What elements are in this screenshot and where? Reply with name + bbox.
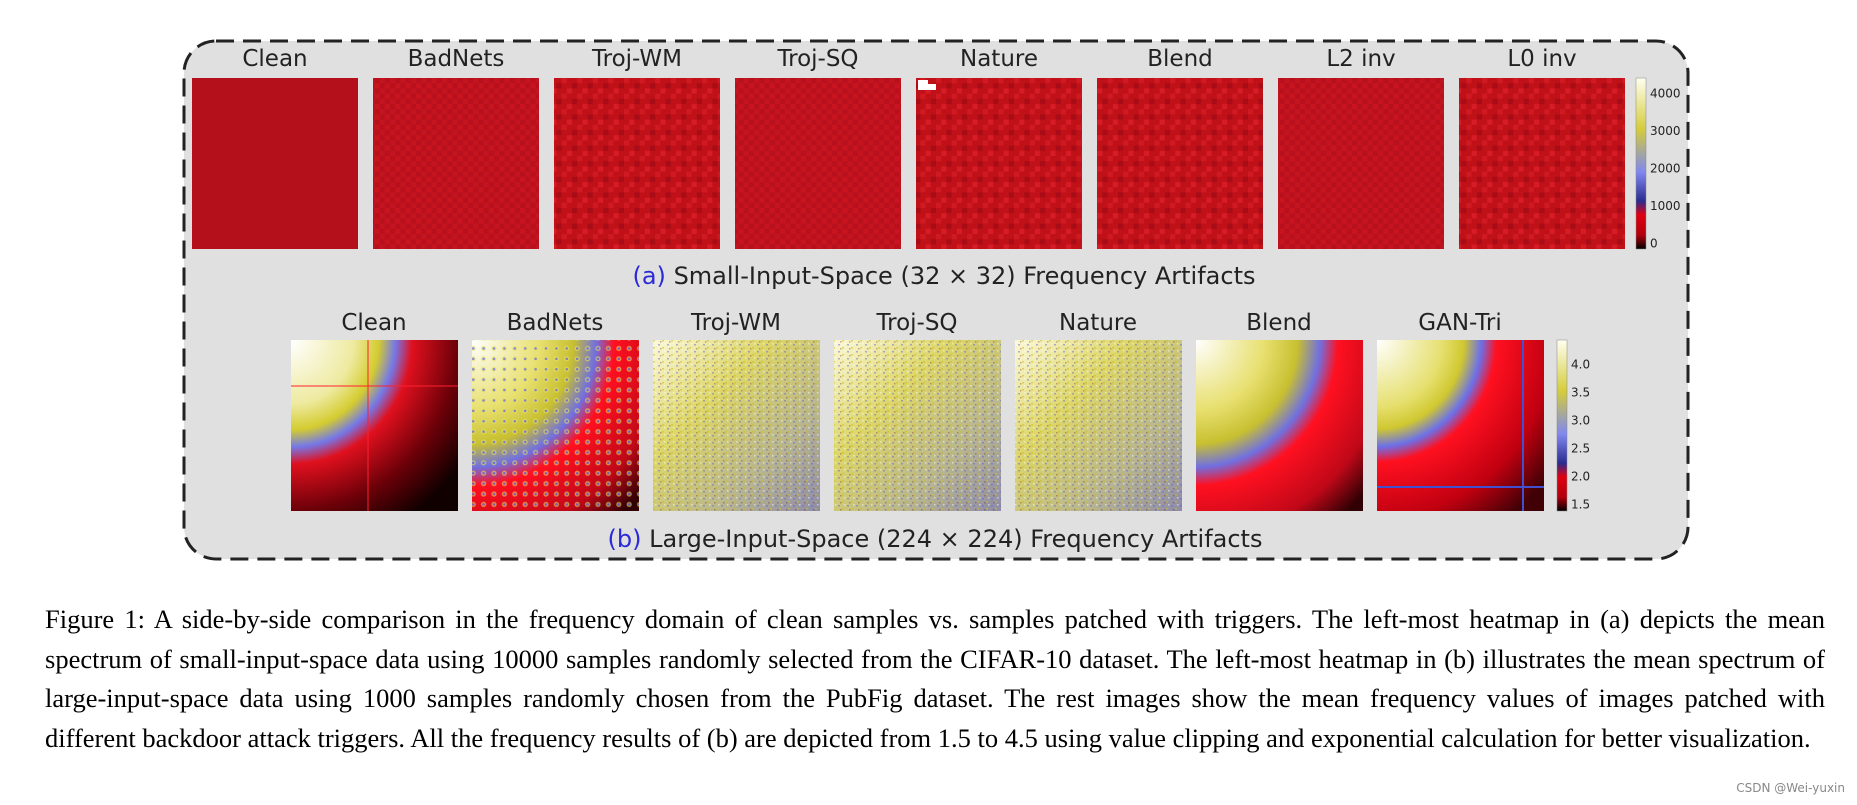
colorbar <box>1556 339 1568 512</box>
caption-text: Small-Input-Space (32 × 32) Frequency Ar… <box>674 262 1256 290</box>
heatmap <box>1459 78 1625 249</box>
heatmap <box>916 78 1082 249</box>
heatmap-label: BadNets <box>507 310 604 336</box>
colorbar-tick-label: 1000 <box>1650 199 1681 213</box>
heatmap-label: Clean <box>242 46 307 72</box>
heatmap <box>554 78 720 249</box>
panel-caption: (a) Small-Input-Space (32 × 32) Frequenc… <box>632 262 1255 290</box>
figure: (a) Small-Input-Space (32 × 32) Frequenc… <box>182 39 1690 561</box>
heatmap <box>735 78 901 249</box>
watermark: CSDN @Wei-yuxin <box>1736 781 1845 795</box>
heatmap <box>1377 340 1544 511</box>
artifact <box>928 84 936 90</box>
heatmap-texture <box>1015 340 1182 511</box>
heatmap <box>1196 340 1363 511</box>
colorbar-tick-label: 3.5 <box>1571 386 1590 400</box>
heatmap-texture <box>834 340 1001 511</box>
heatmap-label: GAN-Tri <box>1418 310 1501 336</box>
caption-tag: (b) <box>608 525 642 553</box>
heatmap-label: BadNets <box>408 46 505 72</box>
heatmap-label: Troj-WM <box>690 310 781 336</box>
panel-caption: (b) Large-Input-Space (224 × 224) Freque… <box>608 525 1263 553</box>
heatmap-label: Clean <box>341 310 406 336</box>
heatmap <box>291 340 458 511</box>
artifact <box>918 80 928 90</box>
heatmap-label: Troj-SQ <box>875 310 957 336</box>
colorbar-tick-label: 2.0 <box>1571 470 1590 484</box>
colorbar-tick-label: 4000 <box>1650 87 1681 101</box>
heatmap <box>192 78 358 249</box>
colorbar-tick-label: 2.5 <box>1571 442 1590 456</box>
heatmap-label: Troj-SQ <box>776 46 858 72</box>
heatmap-label: Blend <box>1246 310 1312 336</box>
heatmap <box>1278 78 1444 249</box>
caption-tag: (a) <box>632 262 665 290</box>
heatmap-label: Nature <box>1059 310 1137 336</box>
colorbar <box>1635 77 1647 250</box>
colorbar-tick-label: 1.5 <box>1571 498 1590 512</box>
heatmap-label: Nature <box>960 46 1038 72</box>
figure-caption: Figure 1: A side-by-side comparison in t… <box>45 604 1825 753</box>
heatmap-label: Blend <box>1147 46 1213 72</box>
heatmap-label: L0 inv <box>1507 46 1576 72</box>
colorbar-tick-label: 3000 <box>1650 124 1681 138</box>
heatmap-label: Troj-WM <box>591 46 682 72</box>
heatmap-texture <box>472 340 639 511</box>
heatmap <box>373 78 539 249</box>
caption-text: Large-Input-Space (224 × 224) Frequency … <box>649 525 1262 553</box>
heatmap <box>1097 78 1263 249</box>
colorbar-tick-label: 2000 <box>1650 162 1681 176</box>
heatmap-texture <box>653 340 820 511</box>
colorbar-tick-label: 0 <box>1650 237 1658 251</box>
colorbar-tick-label: 4.0 <box>1571 358 1590 372</box>
colorbar-tick-label: 3.0 <box>1571 414 1590 428</box>
heatmap-label: L2 inv <box>1326 46 1395 72</box>
